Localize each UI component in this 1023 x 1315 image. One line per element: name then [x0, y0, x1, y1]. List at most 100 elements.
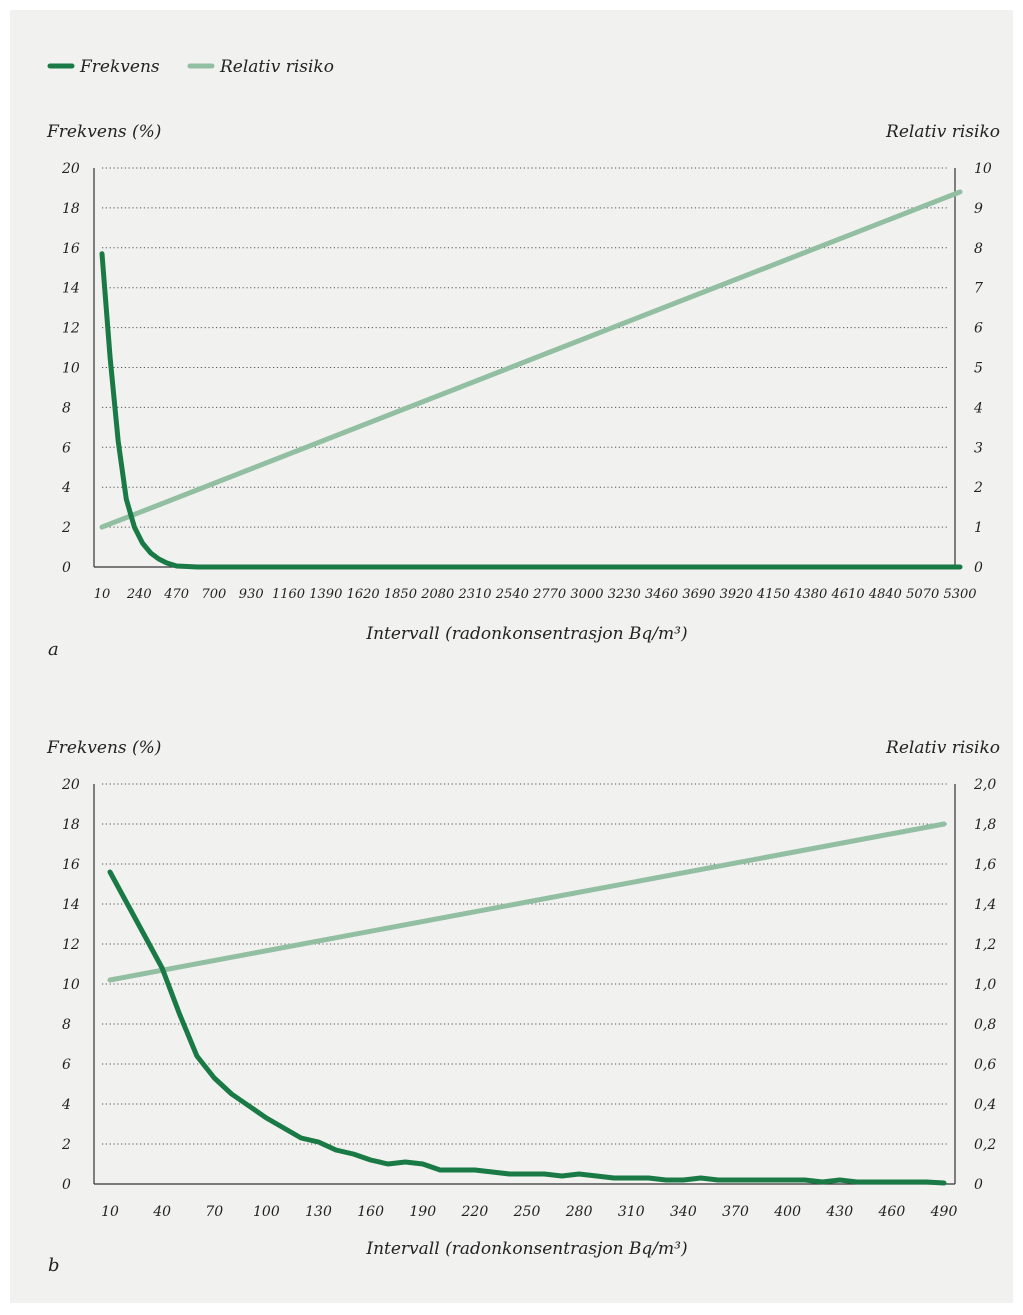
- chart-a-y-right-tick: 0: [974, 560, 983, 576]
- chart-a-x-tick: 2310: [457, 587, 491, 602]
- chart-b-y-left-tick: 6: [62, 1057, 71, 1073]
- chart-a-y-left-tick: 20: [61, 161, 80, 177]
- chart-a-y-left-title: Frekvens (%): [46, 122, 161, 142]
- chart-b-x-tick: 130: [305, 1204, 332, 1220]
- chart-b-y-left-tick: 18: [62, 817, 80, 833]
- chart-b-x-tick: 280: [565, 1204, 593, 1220]
- chart-b-panel-label: b: [48, 1255, 60, 1276]
- chart-a-y-right-tick: 10: [974, 161, 992, 177]
- chart-a-x-tick: 2770: [532, 587, 566, 602]
- chart-a-y-left-tick: 14: [62, 281, 80, 297]
- legend-label-relativ-risiko: Relativ risiko: [219, 57, 334, 77]
- chart-a-y-left-tick: 18: [62, 201, 80, 217]
- chart-a-y-right-tick: 1: [974, 520, 983, 536]
- chart-b-y-right-tick: 1,2: [974, 937, 996, 953]
- chart-b-y-left-tick: 20: [61, 777, 80, 793]
- figure-svg: Frekvens Relativ risiko Frekvens (%) Rel…: [46, 57, 1000, 1276]
- chart-a-y-left-tick: 4: [61, 480, 71, 496]
- chart-b-x-tick: 370: [722, 1204, 749, 1220]
- chart-b-plot-area: 0 2 4 6 8 10 12 14 16 18 20 0 0,2 0,4 0,6 0,8 1,0 1,2 1,4 1…: [61, 777, 996, 1220]
- chart-b-x-tick: 220: [461, 1204, 489, 1220]
- chart-b-y-left-tick: 12: [62, 937, 80, 953]
- chart-b-x-tick: 100: [253, 1204, 280, 1220]
- chart-a-x-tick: 700: [201, 587, 226, 602]
- chart-a-y-right-tick: 6: [974, 321, 983, 337]
- chart-b-x-tick: 400: [773, 1204, 801, 1220]
- chart-a-x-tick: 240: [126, 587, 152, 602]
- chart-b: Frekvens (%) Relativ risiko 0 2 4 6 8 10 12 14 1…: [46, 738, 1000, 1276]
- chart-a-y-left-tick: 16: [62, 241, 80, 257]
- chart-a-y-right-tick: 7: [974, 281, 983, 297]
- legend: Frekvens Relativ risiko: [47, 57, 334, 77]
- chart-b-series-relativ-risiko: [107, 821, 947, 983]
- chart-b-y-right-tick: 1,0: [974, 977, 996, 993]
- chart-b-x-tick: 310: [618, 1204, 645, 1220]
- chart-b-series-frekvens: [107, 869, 947, 1186]
- chart-a-y-left-tick: 0: [62, 560, 71, 576]
- chart-b-y-left-tick: 2: [61, 1137, 71, 1153]
- chart-b-y-right-tick: 0,2: [974, 1137, 996, 1153]
- chart-b-y-right-title: Relativ risiko: [885, 738, 1000, 758]
- chart-a-panel-label: a: [48, 639, 59, 660]
- chart-b-x-tick: 40: [152, 1204, 171, 1220]
- chart-a-y-left-tick: 12: [62, 321, 80, 337]
- chart-a-x-tick: 3000: [570, 587, 603, 602]
- chart-a-x-tick: 10: [94, 587, 111, 602]
- figure-panel: Frekvens Relativ risiko Frekvens (%) Rel…: [10, 10, 1013, 1303]
- chart-a-y-left-tick: 6: [62, 440, 71, 456]
- legend-label-frekvens: Frekvens: [79, 57, 160, 77]
- chart-b-y-left-tick: 16: [62, 857, 80, 873]
- chart-a-x-tick: 3460: [645, 587, 678, 602]
- chart-a-y-left-tick: 8: [62, 400, 71, 416]
- chart-a: Frekvens (%) Relativ risiko 024681012141…: [46, 122, 1000, 660]
- chart-b-y-left-tick: 8: [62, 1017, 71, 1033]
- chart-a-y-right-tick: 9: [974, 201, 983, 217]
- chart-a-x-tick: 2540: [495, 587, 529, 602]
- chart-b-x-tick: 160: [357, 1204, 384, 1220]
- chart-a-x-tick: 1620: [347, 587, 380, 602]
- chart-a-y-left-tick: 10: [62, 361, 80, 377]
- chart-a-x-tick: 5300: [943, 587, 976, 602]
- chart-b-x-tick: 250: [513, 1204, 541, 1220]
- chart-a-y-right-title: Relativ risiko: [885, 122, 1000, 142]
- chart-b-x-tick: 190: [409, 1204, 436, 1220]
- chart-a-x-tick: 3690: [682, 587, 715, 602]
- chart-b-y-right-tick: 0: [974, 1177, 983, 1193]
- chart-a-x-tick: 3920: [720, 587, 753, 602]
- chart-b-y-right-tick: 0,6: [974, 1057, 996, 1073]
- chart-b-y-left-tick: 0: [62, 1177, 71, 1193]
- chart-b-x-tick: 490: [930, 1204, 958, 1220]
- chart-b-y-right-tick: 1,6: [974, 857, 996, 873]
- chart-a-x-tick: 1390: [309, 587, 342, 602]
- chart-b-y-right-tick: 2,0: [973, 777, 996, 793]
- chart-a-y-left-tick: 2: [61, 520, 71, 536]
- chart-a-y-right-tick: 8: [974, 241, 983, 257]
- chart-b-x-tick: 10: [101, 1204, 119, 1220]
- chart-b-x-tick: 70: [205, 1204, 223, 1220]
- chart-a-y-right-tick: 5: [974, 361, 983, 377]
- chart-a-x-tick: 930: [239, 587, 264, 602]
- chart-b-x-tick: 460: [878, 1204, 906, 1220]
- chart-b-y-right-tick: 1,4: [974, 897, 996, 913]
- chart-b-y-right-tick: 1,8: [974, 817, 996, 833]
- chart-b-y-left-title: Frekvens (%): [46, 738, 161, 758]
- chart-a-series-relativ-risiko: [99, 189, 963, 530]
- chart-a-y-right-tick: 4: [973, 400, 983, 416]
- chart-b-y-right-tick: 0,8: [974, 1017, 996, 1033]
- chart-a-x-tick: 4150: [756, 587, 790, 602]
- chart-a-x-title: Intervall (radonkonsentrasjon Bq/m³): [365, 624, 687, 644]
- chart-a-x-tick: 5070: [906, 587, 939, 602]
- chart-b-x-tick: 430: [825, 1204, 853, 1220]
- chart-a-y-right-tick: 3: [974, 440, 983, 456]
- chart-b-y-left-tick: 4: [61, 1097, 71, 1113]
- chart-a-y-right-tick: 2: [973, 480, 983, 496]
- chart-b-x-title: Intervall (radonkonsentrasjon Bq/m³): [365, 1239, 687, 1259]
- chart-a-x-tick: 2080: [420, 587, 454, 602]
- chart-a-x-tick: 1160: [272, 587, 305, 602]
- chart-a-series-frekvens: [99, 251, 963, 570]
- chart-a-x-tick: 4380: [793, 587, 827, 602]
- chart-b-y-left-tick: 10: [62, 977, 80, 993]
- chart-a-x-tick: 1850: [384, 587, 417, 602]
- chart-b-x-tick: 340: [670, 1204, 697, 1220]
